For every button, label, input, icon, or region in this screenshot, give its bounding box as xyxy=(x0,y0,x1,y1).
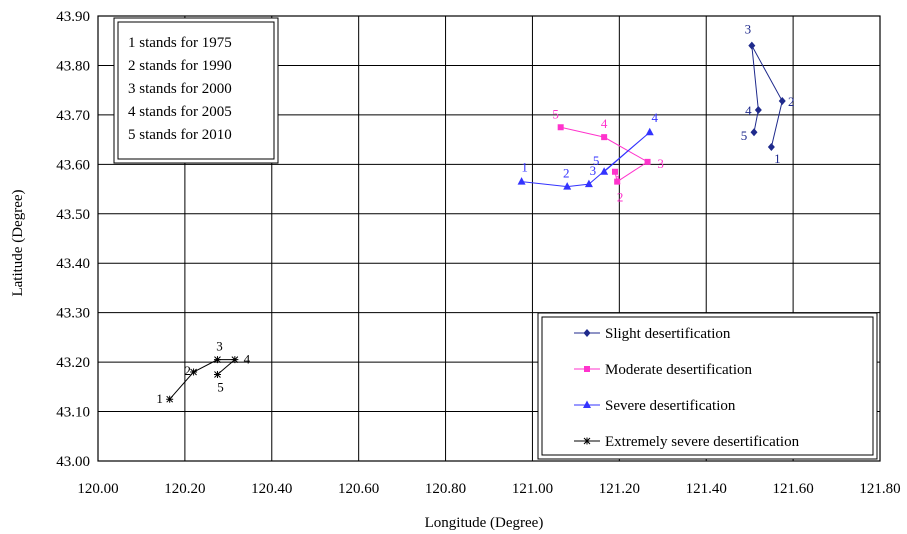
star-marker xyxy=(583,437,591,445)
star-marker xyxy=(190,368,198,376)
legend-label: Slight desertification xyxy=(605,326,731,342)
point-year-label: 4 xyxy=(745,103,752,118)
x-tick-label: 121.40 xyxy=(686,481,727,497)
diamond-marker xyxy=(754,105,762,114)
y-tick-label: 43.60 xyxy=(56,157,90,173)
y-tick-label: 43.70 xyxy=(56,108,90,124)
year-key-line: 1 stands for 1975 xyxy=(128,35,232,51)
point-year-label: 3 xyxy=(657,156,664,171)
point-year-label: 5 xyxy=(593,153,600,168)
year-key-line: 5 stands for 2010 xyxy=(128,127,232,143)
series-layer: 12345123451234512345 xyxy=(156,22,794,407)
point-year-label: 3 xyxy=(216,339,223,354)
point-year-label: 2 xyxy=(788,94,795,109)
y-tick-label: 43.80 xyxy=(56,58,90,74)
point-year-label: 5 xyxy=(741,128,748,143)
legend-label: Extremely severe desertification xyxy=(605,434,800,450)
year-key-line: 2 stands for 1990 xyxy=(128,58,232,74)
x-tick-label: 121.60 xyxy=(772,481,813,497)
square-marker xyxy=(611,168,618,175)
triangle-marker xyxy=(517,177,526,185)
diamond-marker xyxy=(767,143,775,152)
series-4: 1 2 3 4 5 xyxy=(156,339,250,407)
x-tick-label: 121.20 xyxy=(599,481,640,497)
plot-frame xyxy=(97,15,881,462)
y-tick-labels: 43.00 43.10 43.20 43.30 43.40 43.50 43.60 43.70… xyxy=(56,9,90,470)
x-tick-label: 120.60 xyxy=(338,481,379,497)
series-line xyxy=(521,131,651,188)
year-key-line: 3 stands for 2000 xyxy=(128,81,232,97)
year-key-outer-box xyxy=(113,17,279,164)
y-tick-label: 43.50 xyxy=(56,207,90,223)
diamond-marker xyxy=(583,329,591,337)
triangle-marker xyxy=(645,127,654,136)
point-year-label: 5 xyxy=(552,106,559,121)
x-tick-label: 121.00 xyxy=(512,481,553,497)
star-marker xyxy=(231,356,239,364)
square-marker xyxy=(601,134,608,141)
triangle-marker xyxy=(584,179,593,188)
diamond-marker xyxy=(748,41,756,50)
square-marker xyxy=(584,366,590,372)
square-marker xyxy=(557,124,564,131)
triangle-marker xyxy=(563,182,572,190)
year-key: 1 stands for 1975 2 stands for 1990 3 stan… xyxy=(113,17,279,164)
point-year-label: 2 xyxy=(617,190,624,205)
point-year-label: 4 xyxy=(651,110,658,125)
point-year-label: 4 xyxy=(244,352,251,367)
point-year-label: 4 xyxy=(601,116,608,131)
point-year-label: 1 xyxy=(774,151,781,166)
y-tick-label: 43.00 xyxy=(56,454,90,470)
legend: Slight desertification Moderate desertifi… xyxy=(537,312,878,460)
x-tick-label: 120.00 xyxy=(77,481,118,497)
legend-label: Severe desertification xyxy=(605,398,736,414)
x-tick-label: 120.20 xyxy=(164,481,205,497)
legend-inner-box xyxy=(541,316,874,456)
star-marker xyxy=(213,370,221,378)
y-tick-label: 43.30 xyxy=(56,306,90,322)
year-key-inner-box xyxy=(117,21,275,160)
diamond-marker xyxy=(750,128,758,137)
point-year-label: 2 xyxy=(563,166,570,181)
square-marker xyxy=(644,158,651,165)
legend-outer-box xyxy=(537,312,878,460)
y-tick-label: 43.10 xyxy=(56,405,90,421)
x-tick-labels: 120.00 120.20 120.40 120.60 120.80 121.00 121.… xyxy=(77,481,900,497)
point-year-label: 1 xyxy=(156,391,163,406)
x-tick-label: 121.80 xyxy=(859,481,900,497)
star-marker xyxy=(213,356,221,364)
point-year-label: 1 xyxy=(521,160,528,175)
star-marker xyxy=(166,395,174,403)
triangle-marker xyxy=(600,167,609,175)
y-tick-label: 43.90 xyxy=(56,9,90,25)
square-marker xyxy=(614,178,621,185)
point-year-label: 3 xyxy=(590,163,597,178)
point-year-label: 5 xyxy=(217,379,224,394)
y-tick-label: 43.20 xyxy=(56,355,90,371)
x-axis-label: Longitude (Degree) xyxy=(425,515,544,531)
series-line xyxy=(169,359,237,400)
x-tick-label: 120.80 xyxy=(425,481,466,497)
point-year-label: 2 xyxy=(184,363,191,378)
x-tick-label: 120.40 xyxy=(251,481,292,497)
diamond-marker xyxy=(778,97,786,106)
triangle-marker xyxy=(583,400,591,408)
legend-label: Moderate desertification xyxy=(605,362,753,378)
year-key-line: 4 stands for 2005 xyxy=(128,104,232,120)
y-tick-label: 43.40 xyxy=(56,256,90,272)
series-1: 1 2 3 4 5 xyxy=(741,22,795,166)
y-axis-label: Latitude (Degree) xyxy=(10,189,26,296)
series-3: 1 2 3 4 5 xyxy=(517,110,658,190)
point-year-label: 3 xyxy=(745,22,752,37)
